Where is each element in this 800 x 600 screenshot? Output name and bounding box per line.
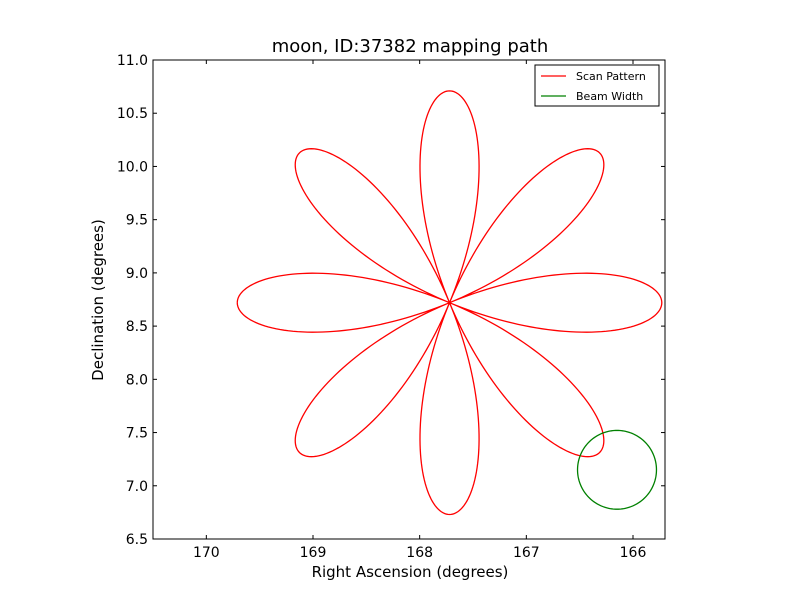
series-line-1 — [236, 90, 663, 516]
y-tick-label: 9.0 — [126, 266, 148, 282]
x-axis: 170 169 168 167 166 — [193, 60, 646, 561]
y-tick-label: 6.5 — [126, 532, 148, 548]
legend: Scan Pattern Beam Width — [534, 64, 660, 107]
x-axis-label: Right Ascension (degrees) — [312, 563, 509, 581]
y-tick-label: 9.5 — [126, 213, 148, 229]
x-tick-label: 170 — [193, 545, 220, 561]
y-tick-label: 7.5 — [126, 426, 148, 442]
y-tick-label: 10.5 — [117, 106, 148, 122]
y-tick-label: 11.0 — [117, 53, 148, 69]
x-tick-label: 167 — [513, 545, 540, 561]
y-tick-label: 10.0 — [117, 159, 148, 175]
y-tick-label: 7.0 — [126, 479, 148, 495]
plot-series — [236, 90, 663, 516]
legend-label: Scan Pattern — [576, 70, 646, 83]
plot-frame — [152, 59, 666, 540]
x-tick-label: 166 — [620, 545, 647, 561]
y-axis: 6.5 7.0 7.5 8.0 8.5 9.0 9.5 10.0 10.5 11.0 — [117, 53, 665, 548]
legend-frame — [534, 64, 660, 107]
y-tick-label: 8.5 — [126, 319, 148, 335]
legend-label: Beam Width — [576, 90, 643, 103]
series-line-2 — [576, 429, 658, 510]
y-tick-label: 8.0 — [126, 372, 148, 388]
y-axis-label: Declination (degrees) — [89, 219, 107, 381]
x-tick-label: 169 — [300, 545, 327, 561]
x-tick-label: 168 — [406, 545, 433, 561]
chart-title: moon, ID:37382 mapping path — [272, 36, 549, 57]
